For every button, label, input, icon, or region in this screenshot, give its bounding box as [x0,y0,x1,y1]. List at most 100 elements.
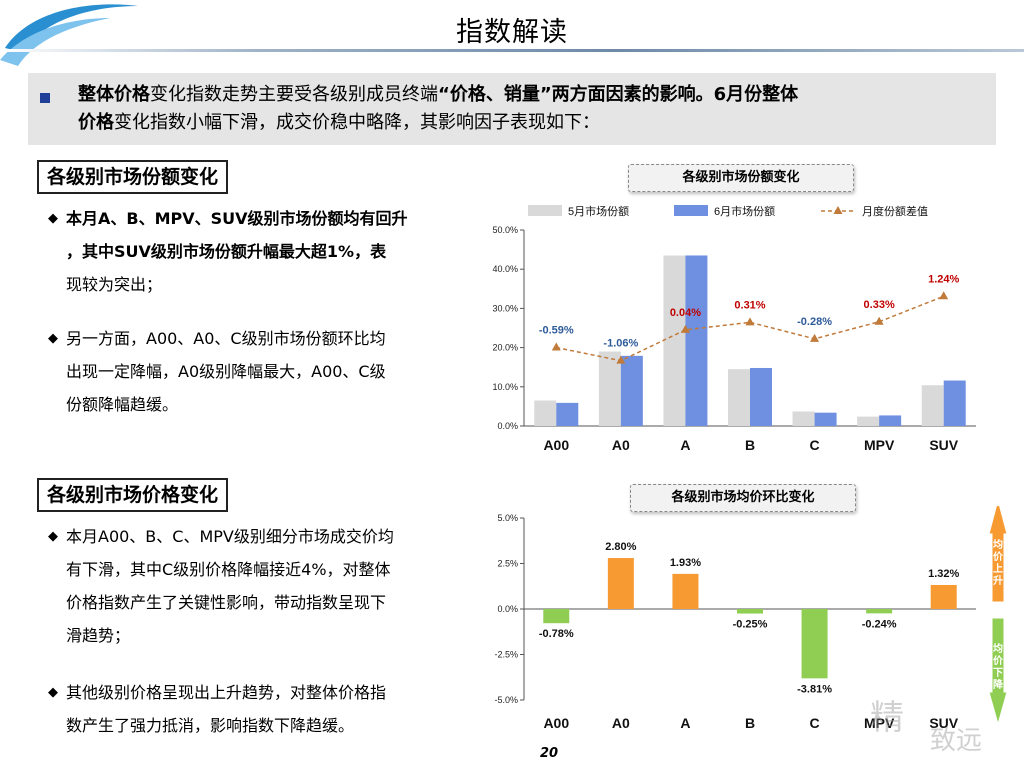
x-tick-label: A0 [612,715,630,731]
diff-marker [874,316,884,325]
summary-bold-2: 价格 [78,112,114,133]
bar-june-B [750,367,772,426]
share-bullet-2: ◆ 另一方面，A00、A0、C级别市场份额环比均 出现一定降幅，A0级别降幅最大… [48,322,470,422]
bar-june-SUV [943,380,966,426]
diff-marker [551,342,561,351]
side-label-down-char: 价 [993,655,1004,667]
bar-june-MPV [879,415,902,426]
price-value-label: 1.93% [670,557,701,569]
x-tick-label: A0 [612,437,630,453]
price-bar-A [672,573,699,609]
y-tick-label: 2.5% [497,559,518,569]
x-tick-label: MPV [864,715,895,731]
legend-label-may: 5月市场份额 [568,204,629,218]
y-tick-label: 10.0% [492,382,518,392]
price-b1-line2: 有下滑，其中C级别价格降幅接近4%，对整体 [66,560,391,579]
diff-label: -1.06% [603,338,638,350]
bar-may-A0 [598,351,621,426]
x-tick-label: A [680,437,690,453]
price-b1-line4: 滑趋势； [66,626,131,645]
bar-may-SUV [921,385,944,426]
diff-marker [939,291,949,300]
price-b1-line3: 价格指数产生了关键性影响，带动指数呈现下 [66,593,387,612]
diff-marker [616,355,626,364]
legend-marker-diff [833,206,843,214]
header-divider [0,49,1024,52]
side-label-down-char: 降 [993,678,1004,691]
watermark-text: 精 [870,698,904,738]
y-tick-label: 30.0% [492,303,518,313]
x-tick-label: SUV [929,437,958,453]
summary-bullet [40,93,50,103]
chart2-title: 各级别市场均价环比变化 [630,484,856,512]
diff-marker [745,317,755,326]
diff-label: -0.28% [797,316,832,328]
watermark-text-2: 致远 [930,726,983,756]
share-b1-line2: ，其中SUV级别市场份额升幅最大超1%，表 [66,242,387,261]
side-label-up-char: 上 [993,562,1003,575]
share-chart: 0.0% 10.0% 20.0% 30.0% 40.0% 50.0% A00 A0 A B C MPV… [492,204,976,453]
price-value-label: -0.24% [862,618,897,630]
share-b2-line2: 出现一定降幅，A0级别降幅最大，A00、C级 [66,362,386,381]
x-tick-label: C [810,715,820,731]
price-bar-A0 [607,558,634,609]
price-value-label: -3.81% [797,683,832,695]
diamond-icon: ◆ [48,331,58,346]
bar-june-A [685,255,708,426]
price-b2-line1: 其他级别价格呈现出上升趋势，对整体价格指 [66,683,387,702]
x-tick-label: C [810,437,820,453]
summary-text: 整体价格变化指数走势主要受各级别成员终端“价格、销量”两方面因素的影响。6月份整… [78,81,978,137]
side-label-down-char: 下 [993,667,1003,679]
page-title: 指数解读 [456,17,568,48]
section-heading-price: 各级别市场价格变化 [37,478,229,512]
bar-june-A0 [620,355,643,426]
diff-label: -0.59% [539,325,574,337]
price-bar-B [737,609,763,614]
share-b2-line1: 另一方面，A00、A0、C级别市场份额环比均 [66,329,386,348]
price-value-label: 2.80% [605,541,636,553]
price-value-label: 1.32% [928,568,959,580]
legend-swatch-may [528,205,562,216]
summary-text-2: 变化指数小幅下滑，成交价稳中略降，其影响因子表现如下： [114,112,600,133]
share-b1-line3: 现较为突出； [66,275,163,294]
y-tick-label: 0.0% [497,421,518,431]
bar-may-C [792,411,815,426]
side-label-down-char: 均 [993,642,1003,655]
logo-swoosh [0,4,138,66]
x-tick-label: SUV [929,715,958,731]
section-heading-share: 各级别市场份额变化 [37,160,229,194]
y-tick-label: -2.5% [494,650,518,660]
price-up-arrow-icon [988,506,1008,603]
share-b1-line1: 本月A、B、MPV、SUV级别市场份额均有回升 [66,209,408,228]
bar-may-MPV [857,416,880,426]
side-label-up-char: 升 [993,574,1003,587]
x-tick-label: A00 [543,715,569,731]
chart1-title: 各级别市场份额变化 [628,164,854,192]
legend-label-june: 6月市场份额 [714,204,775,218]
legend-label-diff: 月度份额差值 [862,204,928,218]
diamond-icon: ◆ [48,211,58,226]
bar-june-A00 [556,402,579,426]
summary-quote: “价格、销量”两方面因素的影响。6月份整体 [438,84,799,105]
price-chart: 5.0% 2.5% 0.0% -2.5% -5.0% -0.78% A00 2.80% A0 1.… [494,506,1008,731]
x-tick-label: A00 [543,437,569,453]
price-down-arrow-icon [988,617,1008,726]
side-label-up-char: 价 [993,551,1004,563]
price-bar-SUV [930,584,957,609]
bar-may-A [663,255,686,426]
y-tick-label: 40.0% [492,264,518,274]
price-b1-line1: 本月A00、B、C、MPV级别细分市场成交价均 [66,527,394,546]
x-tick-label: B [745,437,755,453]
y-tick-label: 20.0% [492,343,518,353]
price-b2-line2: 数产生了强力抵消，影响指数下降趋缓。 [66,716,355,735]
price-value-label: -0.25% [733,619,768,631]
x-tick-label: A [680,715,690,731]
summary-bold-1: 整体价格 [78,84,150,105]
diff-marker [680,324,690,333]
bar-june-C [814,412,837,426]
diff-label: 0.04% [670,307,701,319]
diamond-icon: ◆ [48,685,58,700]
price-bar-A00 [543,609,570,624]
x-tick-label: MPV [864,437,895,453]
price-bullet-2: ◆ 其他级别价格呈现出上升趋势，对整体价格指 数产生了强力抵消，影响指数下降趋缓… [48,676,470,746]
